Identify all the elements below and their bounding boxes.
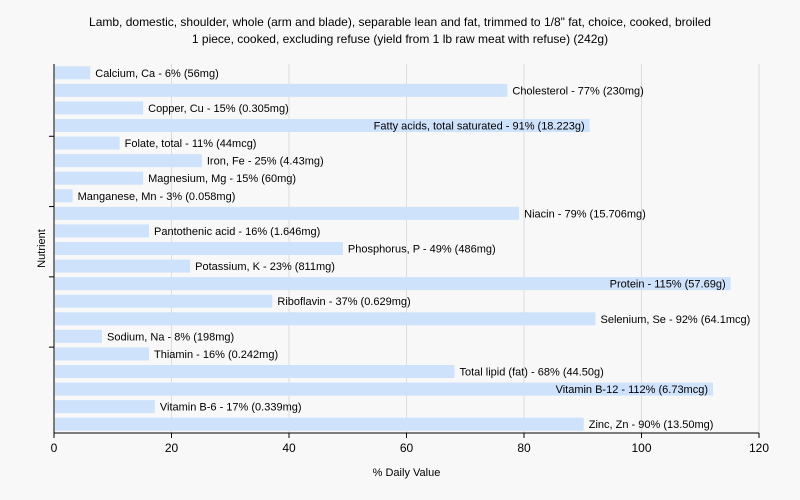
x-tick-label: 100	[631, 441, 651, 455]
bar-label: Protein - 115% (57.69g)	[610, 279, 726, 291]
x-tick-label: 120	[749, 441, 769, 455]
bar-label: Cholesterol - 77% (230mg)	[512, 85, 643, 97]
bar	[55, 329, 102, 343]
x-tick-label: 20	[165, 441, 179, 455]
bar-label: Folate, total - 11% (44mcg)	[125, 138, 257, 150]
bar-label: Potassium, K - 23% (811mg)	[195, 261, 335, 273]
bar	[55, 119, 590, 132]
bar-label: Iron, Fe - 25% (4.43mg)	[207, 156, 324, 168]
bar	[55, 400, 155, 414]
bar-label: Magnesium, Mg - 15% (60mg)	[148, 173, 296, 185]
bar	[55, 224, 149, 238]
bar-label: Riboflavin - 37% (0.629mg)	[277, 296, 410, 308]
bar-label: Calcium, Ca - 6% (56mg)	[95, 68, 218, 80]
bar-label: Vitamin B-12 - 112% (6.73mcg)	[556, 384, 708, 396]
bar-label: Zinc, Zn - 90% (13.50mg)	[589, 419, 714, 431]
bar-label: Pantothenic acid - 16% (1.646mg)	[154, 226, 320, 238]
bar-label: Fatty acids, total saturated - 91% (18.2…	[374, 121, 585, 133]
x-tick-label: 0	[51, 441, 58, 455]
bar	[55, 365, 455, 378]
bar	[55, 312, 596, 326]
bar	[55, 171, 144, 185]
chart-title: Lamb, domestic, shoulder, whole (arm and…	[89, 15, 711, 29]
y-axis-title: Nutrient	[36, 229, 48, 268]
x-tick-label: 40	[282, 441, 296, 455]
bar	[55, 66, 91, 80]
bar	[55, 136, 120, 150]
bar	[55, 347, 149, 361]
bar	[55, 83, 508, 97]
bar-label: Manganese, Mn - 3% (0.058mg)	[78, 191, 236, 203]
chart-subtitle: 1 piece, cooked, excluding refuse (yield…	[191, 32, 609, 46]
bar	[55, 259, 191, 273]
x-axis-title: % Daily Value	[373, 467, 441, 479]
bar-label: Total lipid (fat) - 68% (44.50g)	[460, 367, 604, 379]
bar	[55, 189, 73, 203]
bar-label: Copper, Cu - 15% (0.305mg)	[148, 103, 289, 115]
bar-label: Selenium, Se - 92% (64.1mcg)	[601, 314, 751, 326]
bar-label: Vitamin B-6 - 17% (0.339mg)	[160, 402, 302, 414]
bar-label: Thiamin - 16% (0.242mg)	[154, 349, 278, 361]
bar	[55, 154, 202, 168]
x-tick-label: 80	[517, 441, 531, 455]
bar	[55, 294, 273, 308]
bar-label: Sodium, Na - 8% (198mg)	[107, 331, 234, 343]
x-tick-label: 60	[400, 441, 414, 455]
bar	[55, 277, 731, 291]
bar-label: Phosphorus, P - 49% (486mg)	[348, 244, 496, 256]
bar	[55, 417, 584, 431]
bar	[55, 206, 520, 220]
bar	[55, 242, 343, 255]
bar	[55, 101, 144, 115]
bar-label: Niacin - 79% (15.706mg)	[524, 208, 646, 220]
bar	[55, 382, 713, 396]
